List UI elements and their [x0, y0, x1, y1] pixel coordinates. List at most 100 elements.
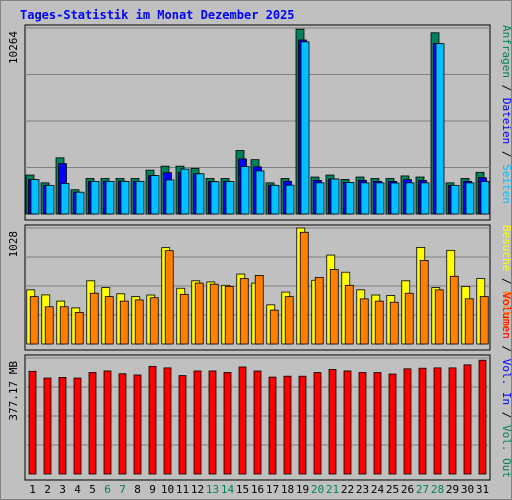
bar-volume-volumen	[163, 367, 172, 475]
bar-volume-volumen	[403, 368, 412, 475]
axis-max-label: 10264	[7, 31, 20, 64]
bar-visits-rechner	[314, 277, 324, 345]
bar-requests-seiten	[405, 182, 415, 215]
x-tick-label: 5	[89, 483, 96, 496]
bar-requests-seiten	[75, 191, 85, 215]
x-tick-label: 13	[206, 483, 219, 496]
bar-visits-rechner	[299, 231, 309, 345]
x-tick-label: 10	[161, 483, 174, 496]
bar-volume-volumen	[268, 376, 277, 475]
bar-requests-seiten	[465, 182, 475, 215]
bar-visits-rechner	[464, 298, 474, 345]
axis-max-label: 1028	[7, 231, 20, 258]
bar-volume-volumen	[118, 373, 127, 475]
x-tick-label: 30	[461, 483, 474, 496]
x-tick-label: 24	[371, 483, 385, 496]
bar-volume-volumen	[133, 374, 142, 475]
bar-visits-rechner	[194, 282, 204, 345]
bar-requests-seiten	[195, 173, 205, 215]
bar-requests-seiten	[30, 179, 40, 215]
bar-visits-rechner	[269, 309, 279, 345]
bar-requests-seiten	[360, 182, 370, 215]
x-tick-label: 11	[176, 483, 189, 496]
bar-requests-seiten	[240, 166, 250, 215]
legend-entry: Vol. Out	[500, 425, 512, 478]
bar-visits-rechner	[479, 296, 489, 345]
bar-visits-rechner	[239, 278, 249, 345]
bar-requests-seiten	[345, 182, 355, 215]
bar-requests-seiten	[420, 182, 430, 215]
bar-volume-volumen	[313, 372, 322, 475]
bar-volume-volumen	[238, 366, 247, 475]
x-tick-label: 31	[476, 483, 489, 496]
bar-volume-volumen	[478, 359, 487, 475]
bar-volume-volumen	[448, 367, 457, 475]
x-tick-label: 8	[134, 483, 141, 496]
bar-volume-volumen	[43, 377, 52, 475]
x-tick-label: 3	[59, 483, 66, 496]
bar-requests-seiten	[225, 181, 235, 215]
bar-volume-volumen	[388, 373, 397, 475]
bar-visits-rechner	[74, 311, 84, 345]
bar-volume-volumen	[433, 367, 442, 475]
bar-volume-volumen	[28, 370, 37, 475]
bar-requests-seiten	[60, 183, 70, 215]
bar-visits-rechner	[134, 299, 144, 345]
bar-volume-volumen	[283, 375, 292, 475]
bar-requests-seiten	[270, 184, 280, 215]
x-tick-label: 23	[356, 483, 369, 496]
bar-visits-rechner	[284, 296, 294, 345]
x-tick-label: 9	[149, 483, 156, 496]
bar-requests-seiten	[390, 182, 400, 215]
bar-requests-seiten	[180, 168, 190, 215]
axis-max-label: 377.17 MB	[7, 361, 20, 421]
bar-visits-rechner	[419, 260, 429, 345]
legend-entry: Seiten	[500, 164, 512, 204]
bar-visits-rechner	[59, 306, 69, 345]
bar-visits-rechner	[29, 296, 39, 345]
x-tick-label: 29	[446, 483, 459, 496]
bar-volume-volumen	[253, 370, 262, 475]
bar-volume-volumen	[103, 370, 112, 475]
legend-separator: /	[500, 339, 512, 359]
legend-entry: Dateien	[500, 98, 512, 144]
bar-visits-rechner	[404, 292, 414, 345]
x-tick-label: 15	[236, 483, 249, 496]
legend-separator: /	[500, 405, 512, 425]
bar-visits-rechner	[449, 275, 459, 345]
legend-entry: Rechner	[500, 291, 512, 338]
bar-requests-seiten	[120, 180, 130, 215]
bar-visits-rechner	[359, 298, 369, 345]
bar-volume-volumen	[193, 370, 202, 475]
legend-separator: /	[500, 144, 512, 164]
bar-requests-seiten	[105, 180, 115, 215]
bar-volume-volumen	[463, 364, 472, 475]
legend-separator: /	[500, 271, 512, 291]
legend-separator: /	[500, 78, 512, 98]
x-tick-label: 2	[44, 483, 51, 496]
bar-requests-seiten	[330, 178, 340, 215]
legend-entry: Anfragen	[500, 25, 512, 78]
bar-requests-seiten	[375, 182, 385, 215]
legend-entry: Volumen	[500, 293, 512, 339]
bar-volume-volumen	[298, 375, 307, 475]
bar-visits-rechner	[119, 300, 129, 345]
legend-entry: Vol. In	[500, 359, 512, 405]
bar-requests-seiten	[45, 184, 55, 215]
x-tick-label: 26	[401, 483, 414, 496]
bar-visits-rechner	[164, 250, 174, 345]
bar-requests-seiten	[165, 179, 175, 215]
legend-entry: Besuche	[500, 225, 512, 271]
bar-requests-seiten	[210, 181, 220, 215]
bar-volume-volumen	[418, 367, 427, 475]
x-tick-label: 12	[191, 483, 204, 496]
x-tick-label: 21	[326, 483, 339, 496]
bar-volume-volumen	[208, 370, 217, 475]
bar-requests-seiten	[90, 180, 100, 215]
bar-visits-rechner	[89, 292, 99, 345]
bar-volume-volumen	[178, 375, 187, 475]
bar-visits-rechner	[179, 293, 189, 345]
bar-requests-seiten	[450, 184, 460, 215]
bar-volume-volumen	[73, 377, 82, 475]
